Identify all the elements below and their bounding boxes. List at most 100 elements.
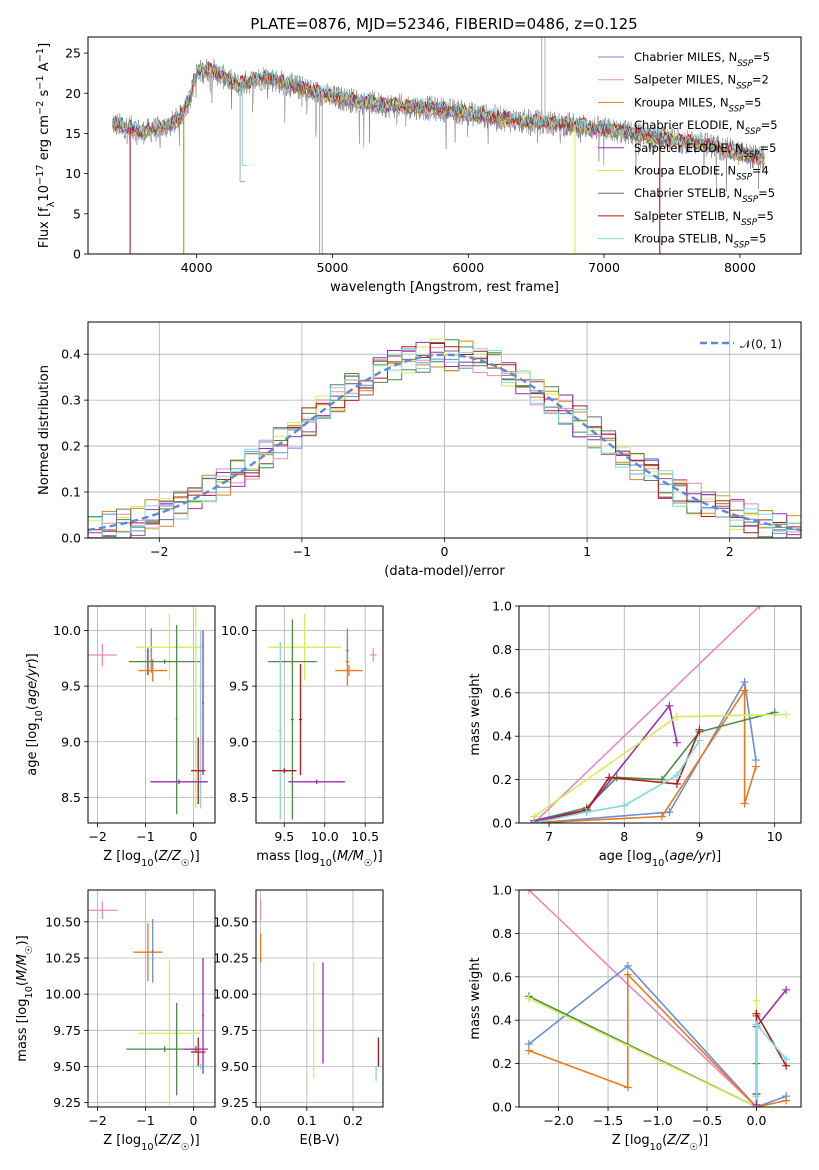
y-tick-label: 0.0 [61, 531, 81, 546]
weight_vs_Z-frame [518, 889, 802, 1108]
x-axis-label: age [log10(age/yr)] [599, 849, 722, 869]
x-axis-label: (data-model)/error [384, 564, 505, 579]
weight-point-marker [623, 970, 632, 979]
x-tick-label: 0.2 [343, 1113, 363, 1128]
weight-point-marker [740, 677, 749, 686]
x-tick-label: 10.0 [311, 829, 339, 844]
x-tick-label: 7000 [588, 260, 620, 275]
weight_vs_Z-plot-area [524, 890, 791, 1107]
weight-point-marker [752, 996, 761, 1005]
y-tick-label: 1.0 [492, 599, 512, 614]
y-axis-label: mass weight [468, 957, 483, 1039]
weight_vs_age-plot-area [530, 606, 790, 823]
residuals-legend: 𝒩(0, 1) [700, 337, 782, 351]
y-tick-label: 0.2 [492, 1056, 512, 1071]
x-tick-label: 0.0 [251, 1113, 271, 1128]
x-tick-label: 0 [441, 544, 449, 559]
x-tick-label: 6000 [452, 260, 484, 275]
weight-point-marker [623, 961, 632, 970]
weight-point-marker [657, 812, 666, 821]
y-tick-label: 10.50 [213, 914, 249, 929]
y-tick-label: 10.25 [213, 950, 249, 965]
mass_vs_ebv-frame [255, 889, 384, 1108]
x-tick-label: 10 [767, 829, 783, 844]
weight-series-line [528, 890, 758, 1107]
legend-label: Salpeter MILES, NSSP=2 [634, 73, 769, 92]
x-tick-label: −2.0 [543, 1113, 573, 1128]
legend-label: Chabrier MILES, NSSP=5 [634, 50, 770, 69]
y-tick-label: 9.0 [61, 734, 81, 749]
x-axis-label: Z [log10(Z/Z☉)] [103, 849, 200, 869]
x-tick-label: 5000 [317, 260, 349, 275]
x-tick-label: 0.1 [297, 1113, 317, 1128]
x-axis-label: wavelength [Angstrom, rest frame] [330, 280, 559, 295]
y-axis-label: mass [log10(M/M☉)] [15, 935, 35, 1061]
spectrum-frame [87, 36, 802, 255]
legend-label: Salpeter ELODIE, NSSP=5 [634, 141, 776, 160]
y-tick-label: 8.5 [229, 790, 249, 805]
weight-series-line [533, 687, 757, 823]
mass_vs_Z-plot-area [88, 901, 208, 1106]
gaussian-curve [88, 353, 801, 532]
x-tick-label: −1 [136, 1113, 154, 1128]
weight-series-line [755, 1022, 787, 1097]
residual-histogram-kroupa_stelib [88, 348, 801, 538]
residual-histogram-salpeter_stelib [88, 343, 801, 538]
weight-point-marker [672, 771, 681, 780]
weight-point-marker [752, 1020, 761, 1029]
x-tick-label: 7 [545, 829, 553, 844]
weight-point-marker [672, 712, 681, 721]
weight-series-line [533, 713, 787, 818]
weight-point-marker [524, 994, 533, 1003]
spectrum-plot-area [112, 37, 765, 254]
legend-label: Chabrier ELODIE, NSSP=5 [634, 118, 778, 137]
residual-histogram-kroupa_miles [88, 340, 801, 538]
residuals-axes: −2 −1 0 1 2 0.0 0.1 0.2 0.3 0.4 [61, 322, 801, 559]
residuals-plot-area [88, 338, 801, 538]
y-tick-label: 0.3 [61, 393, 81, 408]
mass_vs_Z-axes: −2 −1 0 9.25 9.50 9.75 10.00 10.25 10.50 [45, 890, 215, 1128]
x-tick-label: −1.5 [593, 1113, 623, 1128]
x-tick-label: 0 [189, 829, 197, 844]
y-tick-label: 0.2 [61, 439, 81, 454]
weight-point-marker [752, 1009, 761, 1018]
weight_vs_age-axes: 7 8 9 10 0.0 0.2 0.4 0.6 0.8 1.0 [492, 599, 801, 844]
y-tick-label: 0.6 [492, 685, 512, 700]
y-tick-label: 0.4 [492, 729, 512, 744]
weight-point-marker [782, 985, 791, 994]
weight-point-marker [782, 1055, 791, 1064]
y-tick-label: 8.5 [61, 790, 81, 805]
legend-label: Kroupa MILES, NSSP=5 [634, 95, 761, 114]
weight-series-line [533, 606, 761, 823]
weight-point-marker [782, 1096, 791, 1105]
x-axis-label: Z [log10(Z/Z☉)] [103, 1133, 200, 1153]
x-tick-label: −1 [136, 829, 154, 844]
y-tick-label: 9.25 [221, 1095, 249, 1110]
spectrum-legend: Chabrier MILES, NSSP=5 Salpeter MILES, NS… [598, 50, 778, 251]
y-tick-label: 0.4 [492, 1013, 512, 1028]
legend-label: Kroupa STELIB, NSSP=5 [634, 232, 766, 251]
age_vs_Z-plot-area [88, 608, 208, 815]
y-tick-label: 9.5 [229, 679, 249, 694]
legend-label: Kroupa ELODIE, NSSP=4 [634, 164, 769, 183]
weight-series-line [533, 711, 775, 822]
y-axis-label: Flux [fλ10−17 erg cm−2 s−1 A−1] [35, 43, 57, 248]
y-tick-label: 10.50 [45, 914, 81, 929]
spectrum-model-kroupa_stelib [112, 62, 765, 162]
age_vs_Z-frame [87, 605, 216, 824]
mass_vs_ebv-plot-area [259, 900, 380, 1081]
weight-series-line [755, 989, 787, 1105]
y-tick-label: 10.0 [53, 623, 81, 638]
residual-histogram-chabrier_stelib [88, 342, 801, 538]
y-axis-label: age [log10(age/yr)] [25, 653, 45, 776]
y-tick-label: 0.0 [492, 1100, 512, 1115]
y-tick-label: 10.00 [45, 987, 81, 1002]
spectrum-axes: 4000 5000 6000 7000 8000 0 5 10 15 20 25 [65, 46, 756, 275]
x-axis-label: E(B-V) [299, 1133, 339, 1148]
age_vs_mass-frame [255, 605, 384, 824]
y-tick-label: 0.0 [492, 816, 512, 831]
x-tick-label: −0.5 [692, 1113, 722, 1128]
mass_vs_ebv-axes: 0.0 0.1 0.2 9.25 9.50 9.75 10.00 10.25 10.50 [213, 890, 383, 1128]
x-axis-label: Z [log10(Z/Z☉)] [612, 1133, 709, 1153]
